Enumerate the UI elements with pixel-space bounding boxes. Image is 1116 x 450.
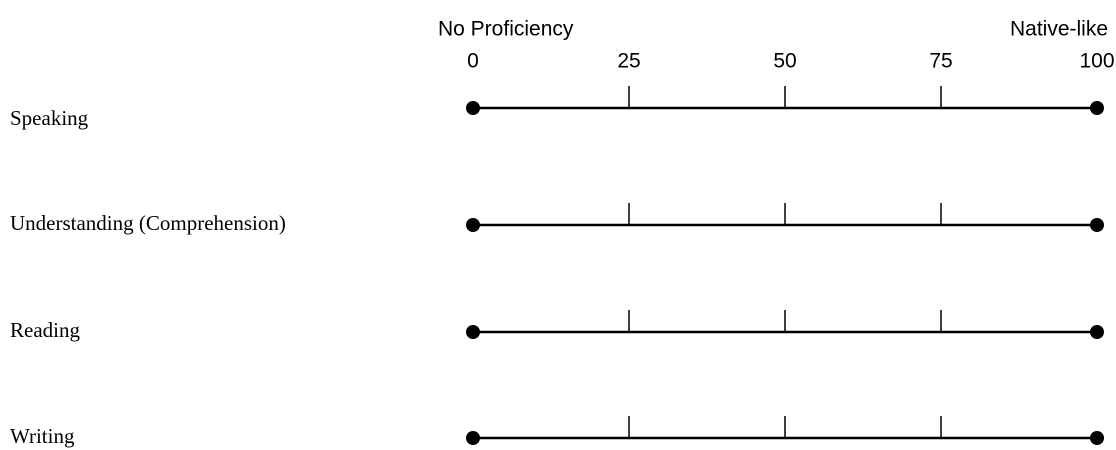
row-label: Speaking <box>10 106 89 130</box>
scale-tick-label: 100 <box>1079 50 1114 73</box>
scale-end-dot <box>1090 325 1104 339</box>
row-label: Reading <box>10 318 80 342</box>
scale-end-dot <box>1090 218 1104 232</box>
row-label: Writing <box>10 424 75 448</box>
scale-end-dot <box>1090 101 1104 115</box>
scale-end-dot <box>466 431 480 445</box>
scale-end-dot <box>466 101 480 115</box>
scale-min-label: No Proficiency <box>438 18 574 41</box>
row-label: Understanding (Comprehension) <box>10 211 286 235</box>
scale-max-label: Native-like <box>1010 18 1108 41</box>
scale-end-dot <box>466 325 480 339</box>
scale-end-dot <box>1090 431 1104 445</box>
scale-tick-label: 0 <box>467 50 479 73</box>
scale-tick-label: 75 <box>929 50 952 73</box>
scale-tick-label: 50 <box>773 50 796 73</box>
scale-tick-label: 25 <box>617 50 640 73</box>
scale-end-dot <box>466 218 480 232</box>
